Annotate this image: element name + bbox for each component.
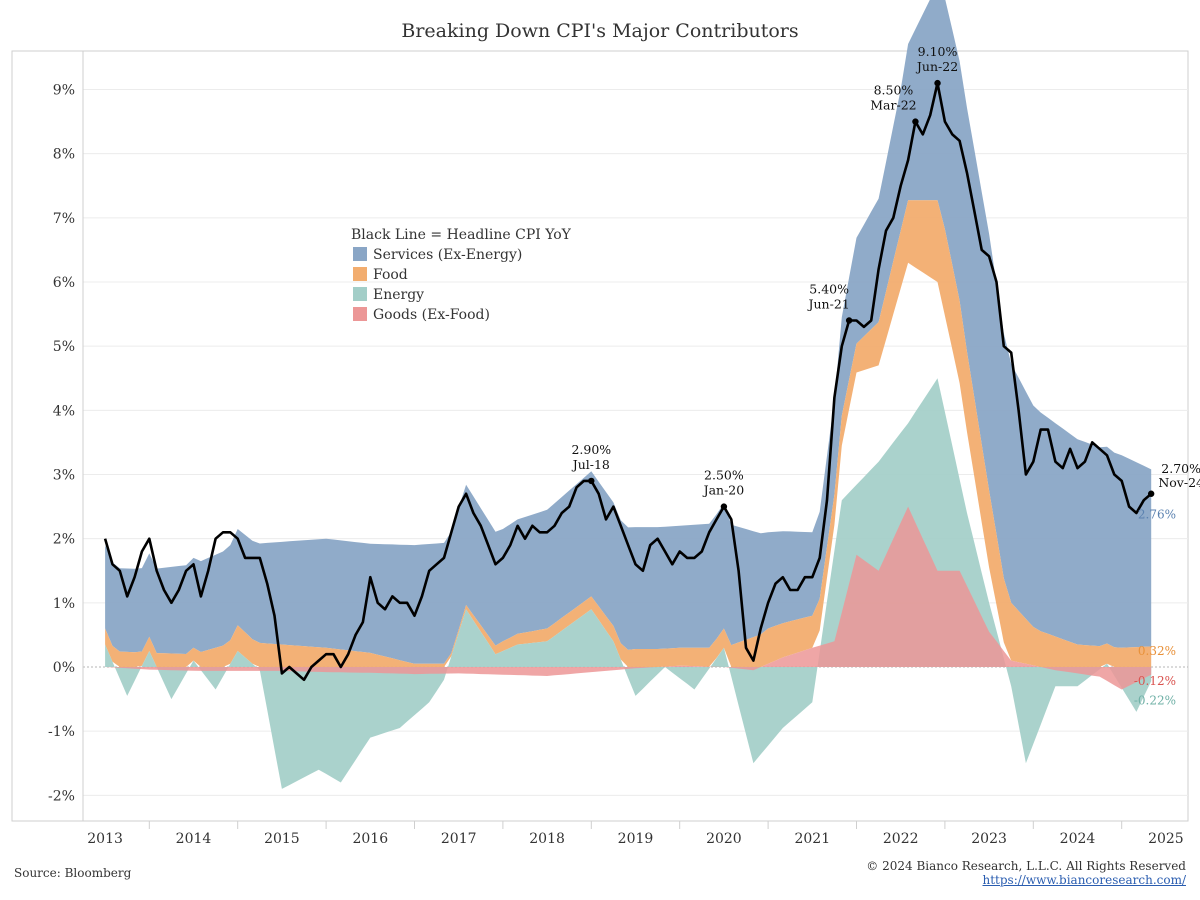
- x-axis: 2013 2014 2015 2016 2017 2018 2019 2020 2021 2022…: [87, 821, 1184, 847]
- area-goods-ex-food: [105, 506, 1152, 690]
- x-tick-label: 2019: [618, 831, 654, 847]
- y-tick-label: 4%: [53, 403, 75, 419]
- legend-swatch-energy: [353, 287, 367, 301]
- y-tick-label: 6%: [53, 275, 75, 291]
- x-tick-label: 2022: [883, 831, 919, 847]
- end-label-goods-ex-food: -0.12%: [1134, 674, 1176, 688]
- x-tick-label: 2024: [1060, 831, 1096, 847]
- annotation-date: Jun-22: [915, 59, 958, 74]
- area-services-ex-energy: [105, 0, 1152, 664]
- annotation-marker: [845, 317, 853, 324]
- source-note: Source: Bloomberg: [14, 866, 132, 880]
- annotation-marker: [720, 503, 728, 510]
- y-tick-label: 9%: [53, 83, 75, 99]
- annotation-marker: [1147, 490, 1155, 497]
- y-tick-label: -1%: [48, 724, 75, 740]
- headline-line-layer: [103, 81, 1153, 682]
- annotation-date: Jul-18: [571, 457, 610, 472]
- annotation-marker: [912, 118, 919, 125]
- annotation-layer: 2.90%Jul-18 2.50%Jan-20 5.40%Jun-21 8.50%Ma…: [571, 44, 1200, 510]
- annotation-date: Mar-22: [870, 98, 916, 113]
- end-label-food: 0.32%: [1138, 644, 1176, 658]
- x-tick-label: 2015: [264, 831, 300, 847]
- end-label-energy: -0.22%: [1134, 693, 1176, 707]
- y-tick-label: 7%: [53, 211, 75, 227]
- y-tick-label: 5%: [53, 339, 75, 355]
- annotation-value: 2.70%: [1161, 461, 1200, 476]
- y-tick-label: -2%: [48, 788, 75, 804]
- x-tick-label: 2018: [529, 831, 565, 847]
- x-tick-label: 2025: [1148, 831, 1184, 847]
- legend-label-food: Food: [373, 267, 408, 283]
- annotation-date: Jun-21: [807, 297, 850, 312]
- legend: Black Line = Headline CPI YoY Services (E…: [351, 227, 572, 323]
- annotation-date: Nov-24: [1158, 475, 1200, 490]
- legend-label-energy: Energy: [373, 287, 424, 303]
- y-tick-label: 2%: [53, 532, 75, 548]
- x-tick-label: 2021: [794, 831, 830, 847]
- annotation-value: 9.10%: [918, 44, 958, 59]
- y-tick-label: 8%: [53, 147, 75, 163]
- x-tick-label: 2023: [971, 831, 1007, 847]
- y-tick-label: 3%: [53, 468, 75, 484]
- legend-swatch-goods-ex-food: [353, 307, 367, 321]
- line-headline-cpi-yoy: [103, 81, 1153, 682]
- plot-frame: [11, 50, 1189, 822]
- website-link[interactable]: https://www.biancoresearch.com/: [982, 873, 1186, 887]
- legend-swatch-services-ex-energy: [353, 247, 367, 261]
- annotation-value: 2.50%: [704, 468, 744, 483]
- annotation-marker: [588, 477, 595, 485]
- copyright-text: © 2024 Bianco Research, L.L.C. All Right…: [866, 859, 1186, 873]
- y-tick-label: 0%: [53, 660, 75, 676]
- y-tick-label: 1%: [53, 596, 75, 612]
- x-tick-label: 2013: [87, 831, 123, 847]
- annotation-marker: [934, 79, 941, 87]
- legend-label-goods-ex-food: Goods (Ex-Food): [373, 307, 490, 323]
- x-tick-label: 2020: [706, 831, 742, 847]
- copyright-block: © 2024 Bianco Research, L.L.C. All Right…: [866, 859, 1186, 887]
- area-layer: [105, 0, 1152, 789]
- area-food: [105, 200, 1152, 667]
- annotation-value: 8.50%: [874, 83, 914, 98]
- end-label-services-ex-energy: 2.76%: [1138, 507, 1176, 521]
- legend-title: Black Line = Headline CPI YoY: [351, 227, 572, 243]
- y-axis: -2% -1% 0% 1% 2% 3% 4% 5% 6% 7% 8% 9%: [48, 83, 75, 805]
- area-energy: [105, 378, 1152, 789]
- x-tick-label: 2017: [441, 831, 477, 847]
- legend-swatch-food: [353, 267, 367, 281]
- chart-title: Breaking Down CPI's Major Contributors: [401, 20, 798, 42]
- annotation-value: 2.90%: [571, 442, 611, 457]
- legend-label-services-ex-energy: Services (Ex-Energy): [373, 247, 522, 263]
- x-tick-label: 2014: [176, 831, 212, 847]
- annotation-date: Jan-20: [702, 483, 745, 498]
- annotation-value: 5.40%: [809, 282, 849, 297]
- end-label-layer: 2.76% 0.32% -0.12% -0.22%: [1134, 507, 1176, 707]
- x-tick-label: 2016: [352, 831, 388, 847]
